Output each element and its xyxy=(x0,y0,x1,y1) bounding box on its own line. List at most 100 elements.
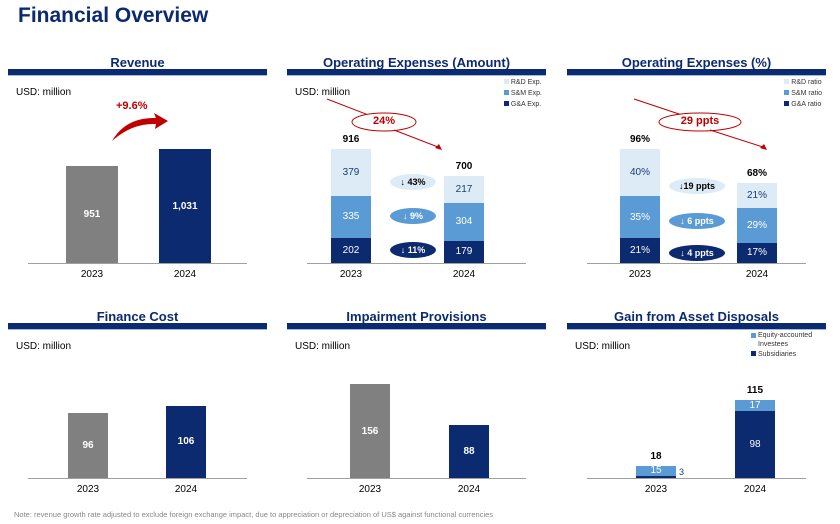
bar-total-label: 115 xyxy=(746,384,764,396)
legend-item: G&A ratio xyxy=(784,99,822,110)
growth-annotation: 29 ppts xyxy=(680,115,720,127)
legend-swatch xyxy=(784,101,790,106)
r-d-exp--segment: 217 xyxy=(444,175,484,203)
value-segment: 951 xyxy=(66,166,118,263)
legend-label: Equity-accounted Investees xyxy=(758,332,813,348)
legend-label: S&M Exp. xyxy=(510,90,542,97)
legend-item: G&A Exp. xyxy=(503,99,542,110)
x-axis-label: 2024 xyxy=(745,269,769,280)
panel-title: Operating Expenses (Amount) xyxy=(322,55,511,70)
legend-item: Subsidiaries xyxy=(751,349,822,360)
panel-title: Impairment Provisions xyxy=(346,309,487,324)
legend-item: R&D ratio xyxy=(784,77,822,88)
legend-label: Subsidiaries xyxy=(758,351,797,358)
footnote: Note: revenue growth rate adjusted to ex… xyxy=(14,510,494,519)
x-axis-label: 2024 xyxy=(452,269,476,280)
unit-label: USD: million xyxy=(295,341,351,352)
opex-pct-panel: Operating Expenses (%) 21% 35% 40% 96% 2023 17… xyxy=(567,55,826,280)
change-arrow-icon xyxy=(326,98,442,150)
legend-label: G&A Exp. xyxy=(510,101,542,108)
legend-swatch xyxy=(751,351,756,356)
x-axis-label: 2023 xyxy=(358,484,382,495)
page-title: Financial Overview xyxy=(18,4,209,27)
legend-item: S&M Exp. xyxy=(503,88,542,99)
x-axis-baseline xyxy=(587,263,806,264)
bar-total-label: 68% xyxy=(746,168,767,180)
change-badge: ↓ 4 ppts xyxy=(669,245,725,261)
title-underline xyxy=(8,69,267,76)
impairment-panel: Impairment Provisions USD: million 156 2023… xyxy=(287,309,546,509)
unit-label: USD: million xyxy=(575,341,631,352)
title-underline xyxy=(287,323,546,330)
growth-annotation: 24% xyxy=(372,115,396,127)
unit-label: USD: million xyxy=(295,87,351,98)
legend: R&D Exp. S&M Exp. G&A Exp. xyxy=(503,77,542,110)
change-badge: ↓ 43% xyxy=(390,174,436,190)
value-segment: 106 xyxy=(166,405,206,478)
panel-title: Revenue xyxy=(110,55,165,70)
opex-amount-panel: Operating Expenses (Amount) USD: million 2… xyxy=(287,55,546,280)
x-axis-label: 2023 xyxy=(339,269,363,280)
legend-swatch xyxy=(503,101,509,106)
x-axis-baseline xyxy=(307,263,526,264)
legend: Equity-accounted Investees Subsidiaries xyxy=(751,331,822,360)
legend-swatch xyxy=(784,79,790,84)
legend-swatch xyxy=(784,90,790,95)
title-underline xyxy=(567,323,826,330)
value-segment: 156 xyxy=(350,384,390,478)
s-m-ratio-segment: 35% xyxy=(620,196,660,238)
legend-swatch xyxy=(503,90,509,95)
s-m-exp--segment: 304 xyxy=(444,202,484,241)
legend-swatch xyxy=(751,333,756,338)
legend-label: S&M ratio xyxy=(791,90,822,97)
x-axis-label: 2024 xyxy=(743,484,767,495)
r-d-ratio-segment: 21% xyxy=(737,183,777,209)
x-axis-label: 2024 xyxy=(457,484,481,495)
change-arrow-icon xyxy=(633,98,767,150)
value-segment: 88 xyxy=(449,425,489,478)
g-a-exp--segment: 202 xyxy=(331,237,371,263)
panel-title: Gain from Asset Disposals xyxy=(614,309,779,324)
bar-total-label: 96% xyxy=(629,133,650,145)
subsidiaries-segment: 98 xyxy=(735,411,775,478)
value-segment: 1,031 xyxy=(159,149,211,263)
x-axis-label: 2023 xyxy=(628,269,652,280)
value-segment: 96 xyxy=(68,412,108,478)
x-axis-label: 2023 xyxy=(76,484,100,495)
g-a-ratio-segment: 17% xyxy=(737,242,777,263)
bar-total-label: 700 xyxy=(455,160,473,172)
title-underline xyxy=(287,69,546,76)
change-badge: ↓19 ppts xyxy=(669,178,725,194)
legend-swatch xyxy=(503,79,509,84)
legend-label: R&D ratio xyxy=(791,79,822,86)
equity-accounted-investees-segment: 15 xyxy=(636,465,676,476)
equity-accounted-investees-segment: 17 xyxy=(735,399,775,412)
legend-item: R&D Exp. xyxy=(503,77,542,88)
legend: R&D ratio S&M ratio G&A ratio xyxy=(784,77,822,110)
change-badge: ↓ 11% xyxy=(390,242,436,258)
x-axis-label: 2023 xyxy=(644,484,668,495)
finance-cost-panel: Finance Cost USD: million 96 2023 106 2024 xyxy=(8,309,267,509)
change-badge: ↓ 6 ppts xyxy=(669,213,725,229)
legend-label: G&A ratio xyxy=(791,101,822,108)
x-axis-label: 2024 xyxy=(173,269,197,280)
x-axis-baseline xyxy=(28,478,247,479)
s-m-ratio-segment: 29% xyxy=(737,208,777,243)
panel-title: Operating Expenses (%) xyxy=(621,55,772,70)
segment-value-label: 3 xyxy=(679,467,685,477)
asset-disposals-panel: Gain from Asset Disposals USD: million 15 3… xyxy=(567,309,826,509)
unit-label: USD: million xyxy=(16,87,72,98)
g-a-ratio-segment: 21% xyxy=(620,238,660,263)
title-underline xyxy=(567,69,826,76)
bar-total-label: 916 xyxy=(342,133,360,145)
growth-annotation: +9.6% xyxy=(116,100,148,112)
x-axis-baseline xyxy=(587,478,806,479)
x-axis-label: 2024 xyxy=(174,484,198,495)
change-arrow-icon xyxy=(112,113,168,141)
s-m-exp--segment: 335 xyxy=(331,195,371,238)
x-axis-label: 2023 xyxy=(80,269,104,280)
legend-item: Equity-accounted Investees xyxy=(751,331,822,349)
bar-total-label: 18 xyxy=(650,450,662,462)
r-d-exp--segment: 379 xyxy=(331,148,371,196)
